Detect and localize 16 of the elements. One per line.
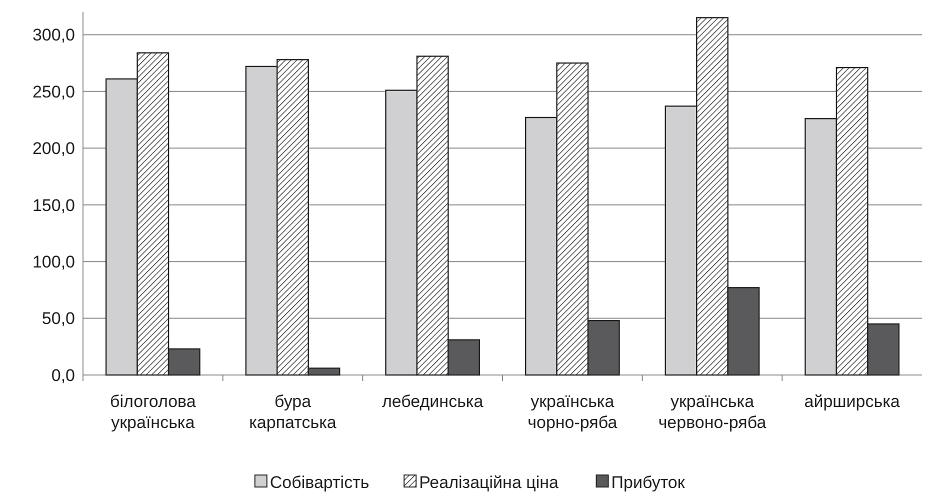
- x-tick-label: білоголова українська: [110, 392, 196, 432]
- y-tick-label: 100,0: [32, 252, 75, 272]
- y-tick-label: 250,0: [32, 82, 75, 102]
- legend-label: Реалізаційна ціна: [419, 473, 560, 492]
- legend-label: Собівартість: [270, 473, 370, 492]
- x-tick-label: айрширська: [804, 392, 900, 411]
- y-tick-label: 200,0: [32, 139, 75, 158]
- y-tick-label: 150,0: [32, 196, 75, 215]
- legend-label: Прибуток: [611, 473, 686, 492]
- x-tick-label: бура карпатська: [249, 392, 337, 432]
- x-tick-label: українська червоно-ряба: [658, 392, 767, 432]
- y-tick-label: 50,0: [42, 309, 75, 328]
- y-tick-label: 0,0: [51, 366, 75, 385]
- x-tick-label: українська чорно-ряба: [528, 392, 618, 432]
- x-tick-label: лебединська: [382, 392, 484, 411]
- y-tick-label: 300,0: [32, 26, 75, 45]
